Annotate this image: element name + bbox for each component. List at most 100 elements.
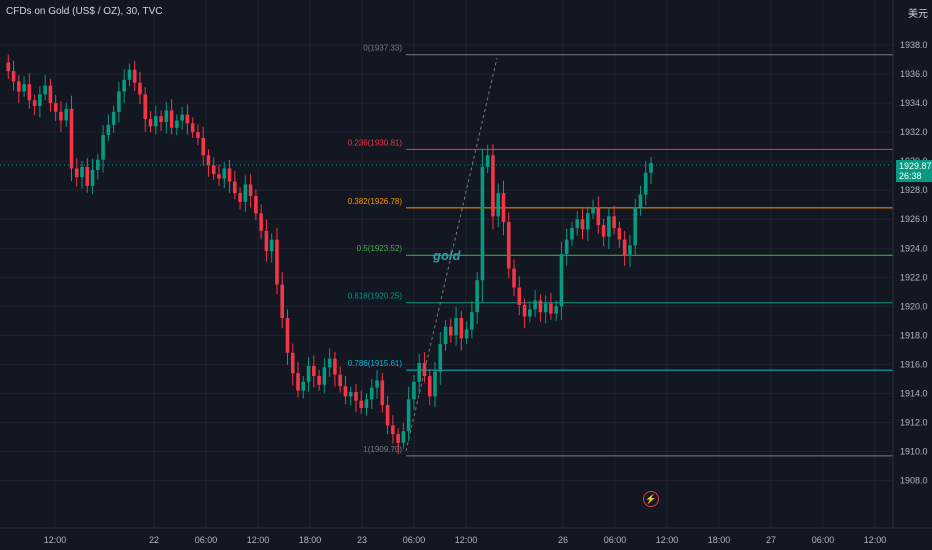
candle-body [180,114,184,121]
candle-body [443,326,448,345]
x-tick-label: 18:00 [708,535,731,545]
candle-body [53,103,58,112]
x-tick-label: 23 [357,535,367,545]
candle-body [243,184,248,202]
candle-body [501,193,506,223]
candle-body [496,193,501,217]
candle-body [185,114,190,124]
y-tick-label: 1920.0 [900,301,928,311]
candle-body [117,91,121,112]
candle-body [575,219,580,228]
candle-body [132,69,137,83]
currency-label[interactable]: 美元 [908,9,928,20]
y-tick-label: 1924.0 [900,243,928,253]
x-tick-label: 12:00 [455,535,478,545]
y-tick-label: 1912.0 [900,418,928,428]
candle-body [491,155,495,217]
candle-body [148,119,153,127]
y-tick-label: 1926.0 [900,214,928,224]
candle-body [433,371,437,397]
candle-body [480,166,485,281]
candle-body [259,213,263,231]
candle-body [622,239,627,256]
x-tick-label: 22 [149,535,159,545]
candle-body [101,135,105,160]
candle-body [138,82,142,95]
candle-body [543,303,548,313]
candle-body [175,120,179,128]
candle-body [80,166,84,178]
candle-body [343,386,348,397]
y-tick-label: 1908.0 [900,476,928,486]
candle-body [233,181,237,194]
candle-body [591,207,595,214]
candle-body [649,163,653,173]
time-axis[interactable]: 12:00 22 06:00 12:00 18:00 23 06:00 12:00 26 06:0… [44,535,887,545]
y-tick-label: 1938.0 [900,40,928,50]
gold-annotation[interactable]: gold [432,248,461,263]
candle-body [364,399,369,408]
candle-body [327,358,332,368]
candle-body [27,84,32,101]
candle-body [322,367,327,385]
candle-body [127,69,132,80]
fib-level-label: 0.382(1926.78) [348,197,403,206]
lightning-icon[interactable]: ⚡ [643,491,659,507]
candle-body [6,62,11,72]
candle-body [159,116,163,122]
candle-body [153,116,158,127]
candle-body [348,392,353,397]
y-tick-label: 1916.0 [900,359,928,369]
candle-body [470,312,474,330]
candle-body [475,280,479,313]
candle-body [48,85,53,104]
candle-body [554,306,558,314]
candle-body [64,108,69,121]
candle-body [248,184,253,197]
y-tick-label: 1932.0 [900,127,928,137]
symbol-title: CFDs on Gold (US$ / OZ), 30, TVC [6,6,163,17]
y-tick-label: 1934.0 [900,98,928,108]
y-tick-label: 1918.0 [900,330,928,340]
x-tick-label: 12:00 [247,535,270,545]
y-tick-label: 1936.0 [900,69,928,79]
candle-body [549,303,553,314]
candle-body [607,216,611,237]
candle-body [122,79,126,92]
x-tick-label: 12:00 [656,535,679,545]
fibonacci-retracement[interactable]: 0(1937.33) 0.236(1930.81) 0.382(1926.78) 0.… [348,44,893,457]
candle-body [106,124,111,136]
candle-body [564,239,569,255]
candle-body [643,172,648,195]
candle-body [164,110,169,122]
candle-body [401,431,406,443]
candle-body [638,194,643,208]
fib-level-label: 0.236(1930.81) [348,138,403,147]
fib-trend-line[interactable] [405,57,498,452]
candle-body [227,168,232,182]
candle-body [559,254,564,307]
price-axis[interactable]: 1908.0 1910.0 1912.0 1914.0 1916.0 1918.0 1920… [900,40,928,486]
candle-body [206,155,211,166]
candle-body [612,216,616,228]
candle-body [254,196,258,214]
candle-body [522,304,527,317]
candle-body [312,365,316,377]
candle-body [11,71,16,82]
candle-body [391,425,395,435]
candle-body [517,287,522,305]
candle-body [169,110,174,128]
bar-countdown: 26:38 [899,171,922,181]
candle-body [585,213,590,230]
candle-body [596,207,601,226]
y-tick-label: 1914.0 [900,388,928,398]
candle-body [264,230,269,252]
candle-body [369,387,374,400]
candle-body [417,362,421,382]
x-tick-label: 06:00 [403,535,426,545]
candle-body [32,100,37,106]
candle-body [285,317,290,353]
candle-body [601,225,606,237]
candle-body [59,111,63,121]
